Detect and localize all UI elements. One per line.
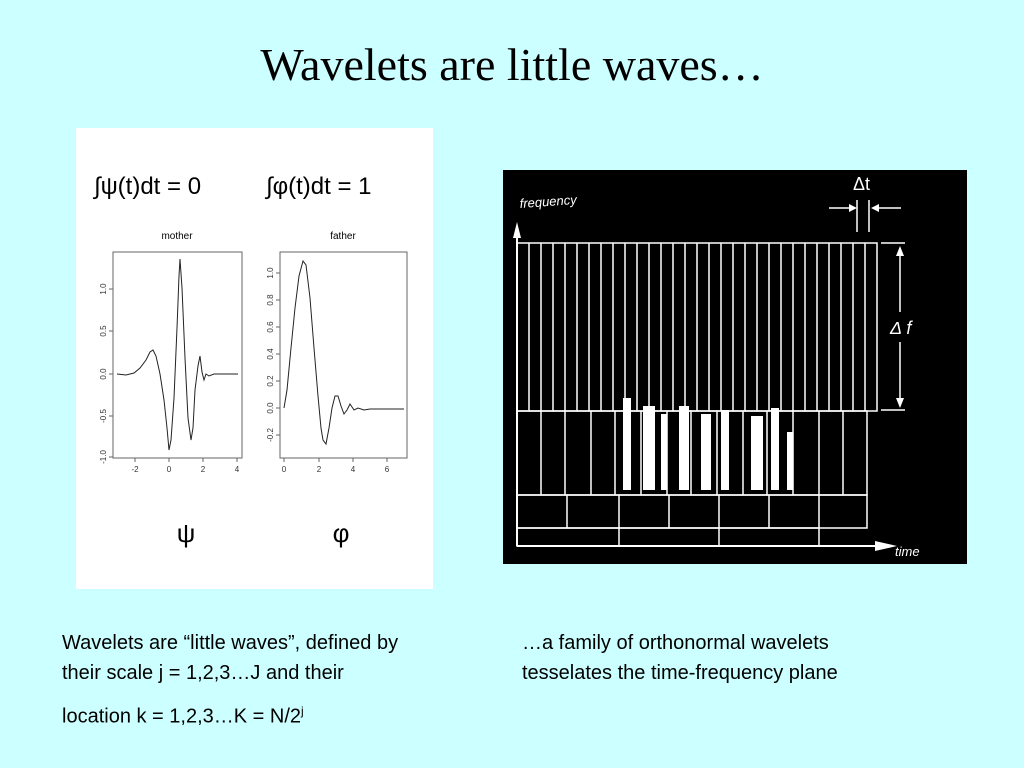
- caption-left-line-1: Wavelets are “little waves”, defined by: [62, 632, 399, 654]
- svg-text:0: 0: [282, 465, 287, 474]
- psi-symbol: ψ: [177, 518, 196, 548]
- mother-yticks: 1.0 0.5 0.0 -0.5 -1.0: [99, 283, 113, 464]
- svg-text:1.0: 1.0: [266, 267, 275, 279]
- svg-text:4: 4: [235, 465, 240, 474]
- svg-text:0.8: 0.8: [266, 294, 275, 306]
- caption-right: …a family of orthonormal wavelets tessel…: [522, 628, 962, 688]
- svg-text:0.0: 0.0: [266, 402, 275, 414]
- slide-title: Wavelets are little waves…: [260, 39, 764, 90]
- caption-left-line-2: their scale j = 1,2,3…J and their: [62, 662, 344, 684]
- time-frequency-tiling: frequency time Δt Δ f: [503, 170, 967, 564]
- svg-text:-1.0: -1.0: [99, 450, 108, 464]
- svg-text:0.2: 0.2: [266, 375, 275, 387]
- caption-right-line-2: tesselates the time-frequency plane: [522, 662, 838, 684]
- caption-left: Wavelets are “little waves”, defined by …: [62, 628, 502, 732]
- delta-t-label: Δt: [853, 174, 870, 194]
- mother-wavelet-curve: [116, 258, 238, 451]
- delta-f-label: Δ f: [889, 318, 913, 338]
- delta-t-right-arrow-icon: [871, 204, 879, 212]
- father-xticks: 0 2 4 6: [282, 458, 390, 474]
- caption-left-superscript: j: [301, 704, 304, 718]
- father-wavelet-curve: [283, 259, 404, 446]
- equation-mother: ∫ψ(t)dt = 0: [92, 173, 201, 200]
- svg-text:1.0: 1.0: [99, 283, 108, 295]
- svg-text:0.0: 0.0: [99, 368, 108, 380]
- phi-symbol: φ: [333, 518, 350, 548]
- svg-text:2: 2: [201, 465, 206, 474]
- tiling-svg: frequency time Δt Δ f: [513, 174, 920, 559]
- delta-f-down-arrow-icon: [896, 398, 904, 408]
- delta-f-up-arrow-icon: [896, 246, 904, 256]
- mother-plot-frame: [112, 251, 243, 459]
- time-label: time: [895, 544, 920, 559]
- svg-text:-0.5: -0.5: [99, 409, 108, 423]
- father-plot-frame: [279, 251, 408, 459]
- tiling-band-medium: [516, 410, 868, 496]
- wavelet-plots-svg: ∫ψ(t)dt = 0 ∫φ(t)dt = 1 mother father 1.…: [92, 173, 408, 548]
- tiling-band-coarse: [516, 494, 868, 529]
- svg-text:4: 4: [351, 465, 356, 474]
- tiling-band-fine: [516, 242, 878, 412]
- caption-left-line-3-wrap: location k = 1,2,3…K = N/2j: [62, 696, 502, 732]
- father-label: father: [330, 231, 356, 242]
- equation-father: ∫φ(t)dt = 1: [264, 173, 372, 200]
- delta-t-left-arrow-icon: [849, 204, 857, 212]
- svg-text:0: 0: [167, 465, 172, 474]
- caption-right-line-1: …a family of orthonormal wavelets: [522, 632, 829, 654]
- mother-label: mother: [161, 231, 193, 242]
- svg-text:-2: -2: [131, 465, 139, 474]
- svg-text:6: 6: [385, 465, 390, 474]
- caption-left-line-3: location k = 1,2,3…K = N/2: [62, 705, 302, 728]
- tiling-overlay-marks: [623, 398, 793, 490]
- mother-xticks: -2 0 2 4: [131, 458, 240, 474]
- wavelet-plots-panel: ∫ψ(t)dt = 0 ∫φ(t)dt = 1 mother father 1.…: [76, 128, 433, 589]
- tiling-band-coarsest: [516, 527, 820, 547]
- svg-text:0.6: 0.6: [266, 321, 275, 333]
- svg-text:2: 2: [317, 465, 322, 474]
- time-axis-arrow-icon: [875, 541, 897, 551]
- svg-text:0.5: 0.5: [99, 325, 108, 337]
- father-yticks: 1.0 0.8 0.6 0.4 0.2 0.0 -0.2: [266, 267, 280, 442]
- svg-text:0.4: 0.4: [266, 348, 275, 360]
- svg-text:-0.2: -0.2: [266, 428, 275, 442]
- frequency-label: frequency: [519, 192, 578, 211]
